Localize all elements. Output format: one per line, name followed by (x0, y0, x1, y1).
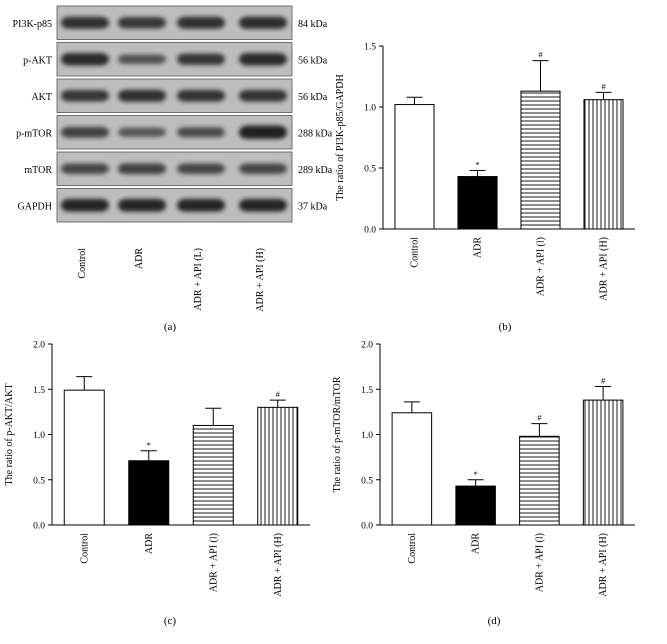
blot-protein-label: mTOR (24, 165, 52, 176)
western-blot-panel: PI3K-p85 84 kDa p-AKT 56 kDa AKT 56 kDa p-mTOR… (13, 5, 333, 312)
bar (457, 176, 498, 230)
significance-mark: # (601, 376, 606, 386)
significance-mark: * (475, 159, 479, 169)
y-tick-label: 1.0 (33, 431, 45, 441)
blot-band (177, 198, 225, 212)
blot-mw-label: 288 kDa (298, 128, 333, 139)
bar-chart-mtor: 0.0 0.5 1.0 1.5 2.0 The ratio of p-mTOR/mTOR C… (332, 341, 635, 597)
y-tick-label: 0.5 (364, 165, 376, 175)
blot-band (61, 163, 109, 174)
bar (128, 460, 170, 526)
y-axis-label: The ratio of p-AKT/AKT (4, 384, 15, 486)
significance-mark: * (147, 440, 151, 450)
blot-mw-label: 84 kDa (298, 19, 328, 30)
bar (519, 435, 560, 526)
blot-band (239, 53, 287, 66)
y-tick-label: 2.0 (33, 341, 45, 351)
x-tick-label: ADR + API (H) (598, 533, 609, 597)
blot-band (177, 53, 225, 66)
blot-band (61, 89, 109, 102)
y-tick-label: 0.5 (33, 476, 45, 486)
blot-band (239, 163, 287, 174)
blot-band (177, 16, 225, 29)
blot-protein-label: AKT (31, 92, 52, 103)
blot-band (118, 16, 166, 29)
y-tick-label: 1.5 (364, 43, 376, 53)
blot-lane-label: ADR + API (L) (193, 248, 204, 311)
blot-band (177, 163, 225, 174)
blot-mw-label: 56 kDa (298, 55, 328, 66)
bar (257, 406, 299, 526)
x-tick-label: ADR + API (H) (599, 237, 610, 301)
bar (520, 90, 561, 230)
y-tick-label: 1.5 (361, 386, 373, 396)
x-tick-label: ADR (471, 533, 482, 554)
bar-chart-pi3k: 0.0 0.5 1.0 1.5 The ratio of PI3K-p85/GAPDH C… (335, 43, 635, 301)
blot-band (118, 163, 166, 175)
blot-protein-label: PI3K-p85 (13, 19, 52, 30)
y-tick-label: 1.0 (364, 104, 376, 114)
blot-band (239, 198, 287, 212)
bar (391, 412, 433, 526)
y-tick-label: 0.0 (33, 522, 45, 532)
blot-band (61, 198, 109, 212)
bar (394, 104, 435, 230)
blot-protein-label: p-AKT (23, 55, 52, 66)
bar (63, 389, 105, 526)
significance-mark: # (537, 413, 542, 423)
blot-mw-label: 289 kDa (298, 165, 333, 176)
blot-band (118, 89, 166, 102)
blot-band (61, 126, 109, 138)
significance-mark: # (601, 81, 606, 91)
blot-band (61, 16, 109, 29)
y-axis-label: The ratio of p-mTOR/mTOR (332, 376, 343, 492)
blot-mw-label: 37 kDa (298, 201, 328, 212)
panel-label-d: (d) (488, 615, 501, 627)
y-tick-label: 0.0 (364, 226, 376, 236)
x-tick-label: ADR (473, 237, 484, 258)
y-tick-label: 1.0 (361, 431, 373, 441)
blot-band (118, 127, 166, 137)
y-tick-label: 0.5 (361, 476, 373, 486)
x-tick-label: Control (407, 533, 418, 564)
blot-mw-label: 56 kDa (298, 92, 328, 103)
y-tick-label: 0.0 (361, 522, 373, 532)
significance-mark: * (474, 469, 478, 479)
y-axis-label: The ratio of PI3K-p85/GAPDH (335, 74, 346, 200)
panel-label-c: (c) (164, 615, 177, 627)
blot-band (239, 16, 287, 29)
blot-band (118, 54, 166, 65)
blot-band (239, 89, 287, 102)
x-tick-label: Control (79, 533, 90, 564)
blot-protein-label: GAPDH (18, 201, 52, 212)
x-tick-label: ADR + API (l) (208, 533, 219, 592)
significance-mark: # (276, 389, 281, 399)
panel-label-b: (b) (499, 321, 512, 333)
blot-band (118, 198, 166, 212)
blot-lane-label: ADR + API (H) (255, 248, 266, 312)
bar (455, 485, 496, 526)
y-tick-label: 2.0 (361, 341, 373, 351)
blot-lane-label: Control (77, 248, 88, 279)
bar-chart-akt: 0.0 0.5 1.0 1.5 2.0 The ratio of p-AKT/AKT Con… (4, 341, 310, 597)
x-tick-label: ADR (144, 533, 155, 554)
panel-label-a: (a) (164, 321, 177, 333)
blot-band (177, 89, 225, 102)
bar (582, 399, 624, 526)
x-tick-label: ADR + API (l) (534, 533, 545, 592)
blot-band (177, 127, 225, 138)
blot-band (61, 53, 109, 66)
x-tick-label: Control (410, 237, 421, 268)
bar (192, 424, 234, 526)
y-tick-label: 1.5 (33, 386, 45, 396)
significance-mark: # (538, 50, 543, 60)
x-tick-label: ADR + API (l) (536, 237, 547, 296)
blot-lane-label: ADR (134, 248, 145, 269)
x-tick-label: ADR + API (H) (273, 533, 284, 597)
blot-protein-label: p-mTOR (16, 128, 52, 139)
bar (583, 99, 624, 230)
blot-band (239, 125, 287, 139)
